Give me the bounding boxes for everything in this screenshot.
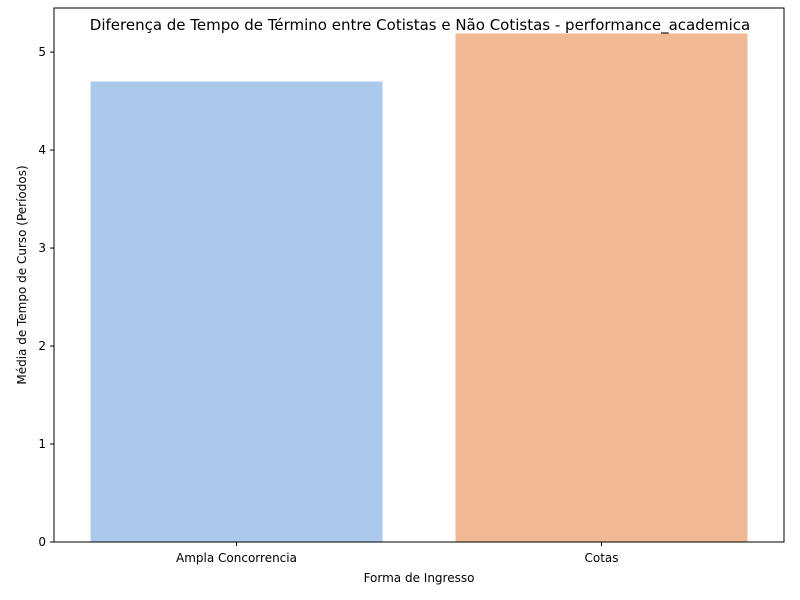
y-tick-label: 3 xyxy=(38,241,46,255)
x-tick-label: Ampla Concorrencia xyxy=(176,551,297,565)
x-axis-label: Forma de Ingresso xyxy=(364,571,475,585)
y-tick-label: 5 xyxy=(38,45,46,59)
chart-title: Diferença de Tempo de Término entre Coti… xyxy=(90,16,750,35)
y-axis-label: Média de Tempo de Curso (Períodos) xyxy=(15,165,29,384)
bars-group xyxy=(90,33,748,543)
y-ticks-group: 0 1 2 3 4 5 xyxy=(38,45,54,549)
x-ticks-group: Ampla Concorrencia Cotas xyxy=(176,542,619,565)
y-tick-label: 0 xyxy=(38,535,46,549)
y-tick-label: 1 xyxy=(38,437,46,451)
plot-frame xyxy=(53,7,785,543)
y-tick-label: 4 xyxy=(38,143,46,157)
bar-cotas xyxy=(455,33,748,543)
y-tick-label: 2 xyxy=(38,339,46,353)
bar-ampla-concorrencia xyxy=(90,81,383,542)
x-tick-label: Cotas xyxy=(584,551,618,565)
